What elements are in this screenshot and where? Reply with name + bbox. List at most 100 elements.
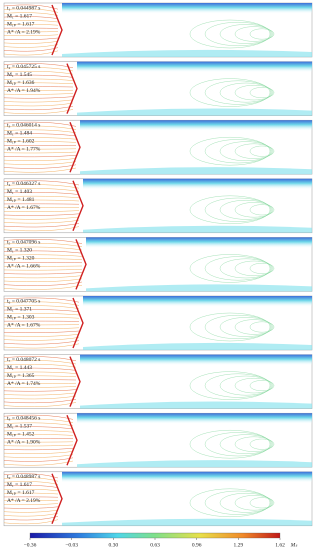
contour-line [3, 392, 77, 396]
contour-line [3, 184, 80, 189]
contour-line [3, 242, 83, 247]
contour-loop [204, 256, 272, 281]
wall-band [62, 518, 312, 526]
shock [75, 239, 87, 290]
flow-panel: t₁ = 0.044987 s M₁ = 1.617 M₁ₚ = 1.617 A* /… [3, 2, 313, 58]
contour-loop [219, 258, 273, 279]
contour-line [3, 192, 80, 195]
contour-line [3, 506, 59, 509]
shock [66, 414, 78, 466]
contour-line [3, 188, 80, 192]
contour-line [3, 430, 74, 433]
contour-line [3, 389, 77, 392]
wall-band [77, 460, 312, 468]
contour-loop [234, 378, 274, 394]
contour-line [3, 246, 83, 251]
contour-loop [219, 24, 273, 44]
panel-label: M₁ₚ = 1.617 [7, 21, 35, 27]
contour-loop [189, 78, 271, 107]
contour-loop [249, 145, 275, 157]
contour-line [3, 141, 77, 143]
contour-loop [204, 490, 272, 515]
contour-loop [189, 371, 271, 400]
contour-line [3, 278, 83, 282]
colorbar [29, 532, 281, 539]
colorbar-tick-label: 1.62 [275, 542, 285, 548]
contour-loop [234, 495, 274, 511]
shock [69, 356, 81, 407]
contour-line [3, 395, 77, 400]
contour-loop [249, 497, 275, 509]
contour-line [3, 330, 80, 333]
contour-loop [234, 85, 274, 101]
shock [51, 473, 63, 525]
contour-loop [219, 141, 273, 161]
contour-line [3, 67, 74, 72]
shock [51, 4, 63, 56]
jet-region [86, 237, 312, 256]
contour-loop [189, 19, 271, 49]
panel-label: t₁ = 0.044987 s [7, 5, 40, 11]
panel-label: M₁ = 1.617 [7, 482, 32, 488]
contour-line [3, 41, 59, 44]
contour-loop [234, 260, 274, 276]
contour-line [3, 317, 80, 319]
contour-line [3, 199, 80, 202]
contour-loop [249, 438, 275, 450]
panel-label: M₁ₚ = 1.303 [7, 314, 35, 320]
panel-label: M₁ₚ = 1.452 [7, 431, 35, 437]
contour-line [3, 272, 83, 275]
shock [66, 63, 78, 114]
contour-loop [219, 375, 273, 396]
panel-label: M₁ = 1.320 [7, 248, 32, 254]
contour-line [3, 334, 80, 337]
contour-loop [204, 373, 272, 398]
jet-region [77, 61, 312, 80]
shock [72, 297, 84, 349]
contour-line [3, 454, 74, 458]
contour-loop [219, 434, 273, 454]
contour-loop [249, 87, 275, 98]
contour-loop [204, 197, 272, 222]
contour-loop [234, 143, 274, 159]
contour-line [3, 297, 80, 303]
contour-line [3, 50, 59, 56]
contour-line [3, 158, 77, 161]
colorbar-tick-label: 0.63 [150, 542, 160, 548]
contour-loop [234, 26, 274, 42]
panel-label: A* /A = 1.94% [7, 88, 41, 94]
panel-label: t₉ = 0.048987 s [7, 474, 40, 480]
panel-label: t₇ = 0.048072 s [7, 357, 40, 363]
contour-line [3, 285, 83, 290]
contour-line [3, 305, 80, 309]
contour-line [3, 343, 80, 349]
contour-line [3, 360, 77, 365]
contour-line [3, 210, 80, 212]
contour-line [3, 451, 74, 454]
contour-loop [249, 263, 275, 274]
wall-band [80, 167, 312, 175]
contour-line [3, 220, 80, 224]
contour-line [3, 161, 77, 165]
contour-line [3, 78, 74, 81]
contour-loop [249, 321, 275, 333]
contour-line [3, 434, 74, 436]
contour-line [3, 195, 80, 198]
contour-line [3, 250, 83, 254]
panel-label: M₁ₚ = 1.320 [7, 256, 35, 262]
contour-loop [189, 488, 271, 517]
flow-panel: t₉ = 0.048987 s M₁ = 1.617 M₁ₚ = 1.617 A* /… [3, 471, 313, 527]
contour-line [3, 313, 80, 316]
contour-line [3, 509, 59, 513]
contour-line [3, 364, 77, 368]
contour-loop [189, 430, 271, 459]
contour-line [3, 422, 74, 426]
panel-label: M₁ = 1.371 [7, 306, 32, 312]
contour-loop [204, 80, 272, 105]
contour-line [3, 20, 59, 23]
panel-label: A* /A = 1.74% [7, 381, 41, 387]
contour-loop [219, 317, 273, 337]
contour-loop [219, 493, 273, 513]
colorbar-tick-label: −0.03 [65, 542, 78, 548]
